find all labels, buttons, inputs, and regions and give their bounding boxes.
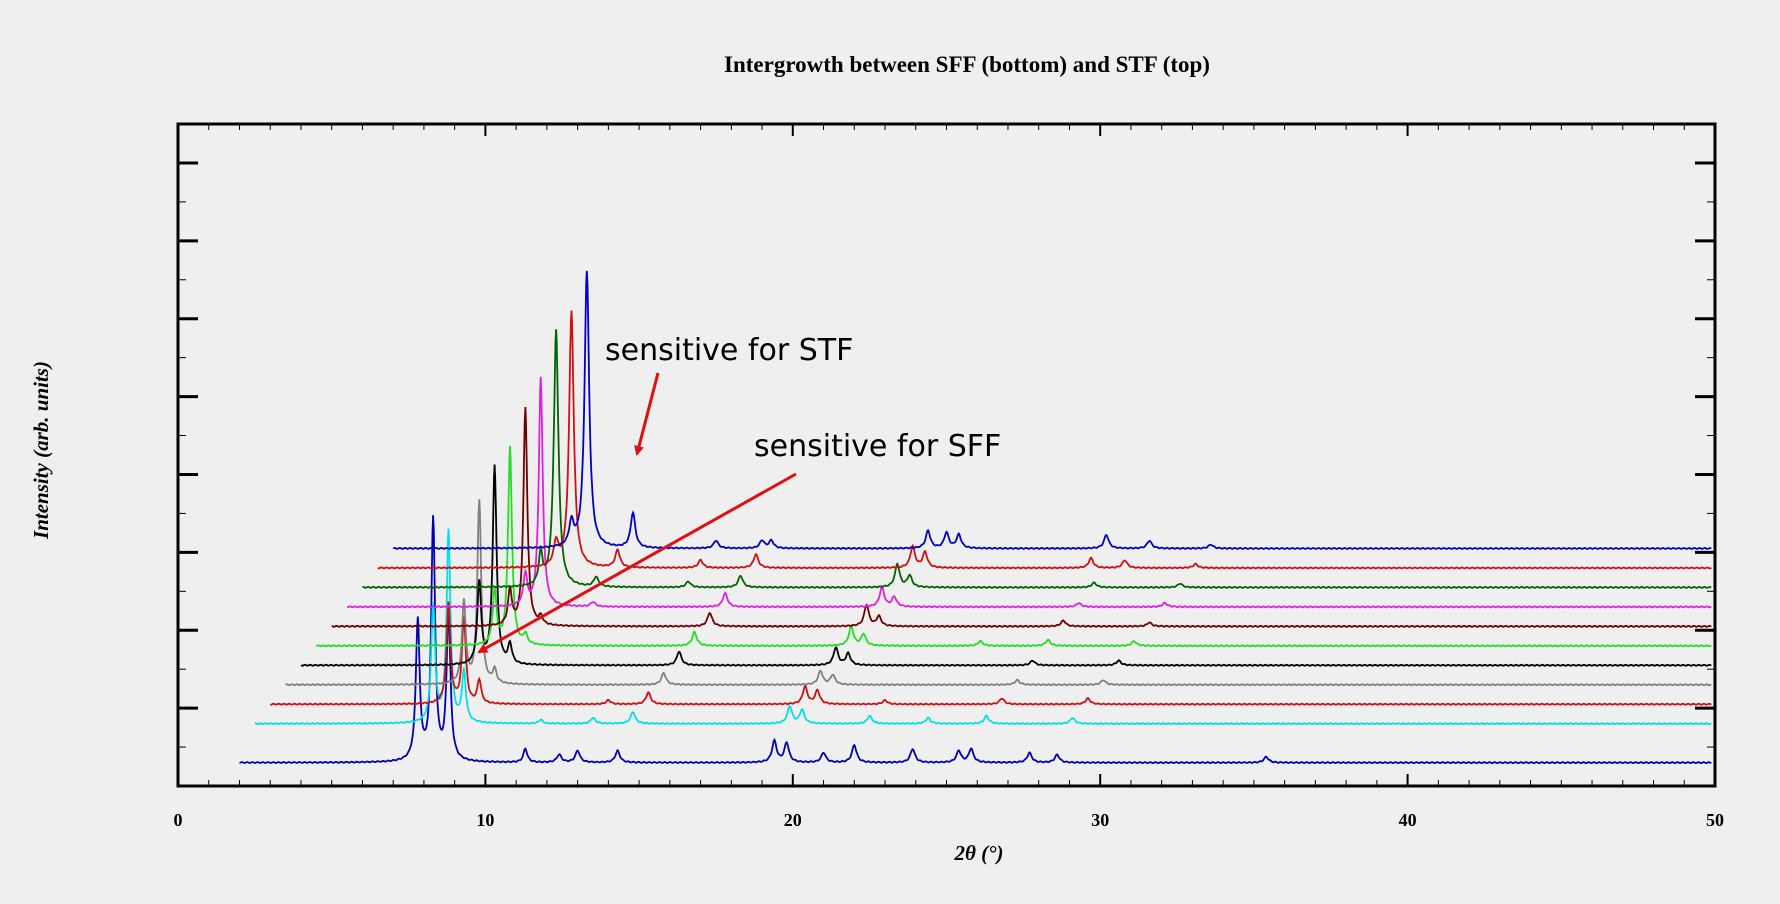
x-tick-label: 50: [1706, 810, 1724, 830]
annotation-stf-arrow: [634, 372, 660, 456]
series-line: [315, 445, 1712, 648]
series-line: [254, 528, 1712, 726]
series-line: [377, 310, 1712, 570]
chart-title: Intergrowth between SFF (bottom) and STF…: [724, 52, 1210, 77]
x-tick-label: 10: [476, 810, 494, 830]
series-line: [239, 515, 1712, 765]
series-line: [346, 376, 1712, 609]
x-tick-label: 30: [1091, 810, 1109, 830]
annotation-sff-label: sensitive for SFF: [754, 429, 1001, 464]
y-axis-label: Intensity (arb. units): [29, 361, 53, 540]
series-line: [269, 601, 1712, 706]
annotation-stf: sensitive for STF: [605, 333, 853, 456]
annotation-stf-label: sensitive for STF: [605, 333, 853, 368]
annotation-sff-arrow: [477, 472, 797, 654]
x-tick-label: 40: [1399, 810, 1417, 830]
series-line: [285, 499, 1712, 687]
x-axis-label: 2θ (°): [953, 841, 1003, 865]
series-layer: [239, 270, 1712, 765]
annotation-sff: sensitive for SFF: [477, 429, 1001, 654]
tick-layer: 0 10 20 30 40 50: [174, 123, 1724, 830]
series-line: [300, 464, 1712, 667]
x-tick-label: 20: [784, 810, 802, 830]
series-line: [331, 407, 1712, 628]
x-tick-label: 0: [174, 810, 183, 830]
series-line: [362, 329, 1712, 589]
series-line: [392, 270, 1712, 550]
